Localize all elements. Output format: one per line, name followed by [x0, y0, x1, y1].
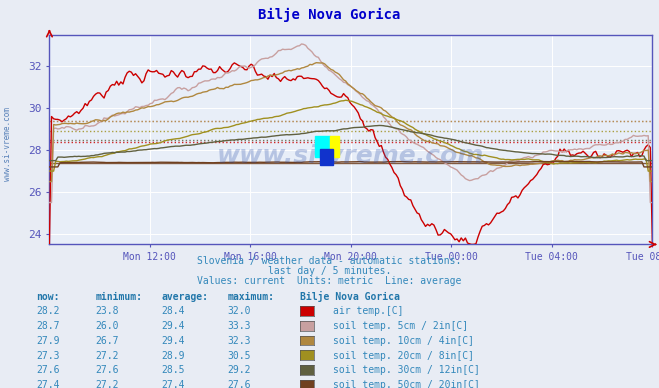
Text: soil temp. 30cm / 12in[C]: soil temp. 30cm / 12in[C] [333, 365, 480, 375]
Text: 28.2: 28.2 [36, 306, 60, 316]
Text: 33.3: 33.3 [227, 321, 251, 331]
Text: 28.9: 28.9 [161, 350, 185, 360]
Text: 27.6: 27.6 [227, 380, 251, 388]
Text: soil temp. 5cm / 2in[C]: soil temp. 5cm / 2in[C] [333, 321, 468, 331]
Text: 30.5: 30.5 [227, 350, 251, 360]
Text: Values: current  Units: metric  Line: average: Values: current Units: metric Line: aver… [197, 276, 462, 286]
Text: average:: average: [161, 291, 208, 301]
Text: 32.0: 32.0 [227, 306, 251, 316]
Text: 29.4: 29.4 [161, 336, 185, 346]
Text: soil temp. 10cm / 4in[C]: soil temp. 10cm / 4in[C] [333, 336, 474, 346]
Text: Bilje Nova Gorica: Bilje Nova Gorica [258, 8, 401, 22]
Text: Bilje Nova Gorica: Bilje Nova Gorica [300, 291, 400, 301]
Text: 27.4: 27.4 [36, 380, 60, 388]
Text: 27.9: 27.9 [36, 336, 60, 346]
Text: last day / 5 minutes.: last day / 5 minutes. [268, 265, 391, 275]
Text: www.si-vreme.com: www.si-vreme.com [3, 107, 13, 180]
Text: 27.6: 27.6 [36, 365, 60, 375]
Text: 26.0: 26.0 [96, 321, 119, 331]
Text: minimum:: minimum: [96, 291, 142, 301]
Text: 26.7: 26.7 [96, 336, 119, 346]
Text: 27.3: 27.3 [36, 350, 60, 360]
Text: 23.8: 23.8 [96, 306, 119, 316]
Text: air temp.[C]: air temp.[C] [333, 306, 403, 316]
Text: maximum:: maximum: [227, 291, 274, 301]
Text: 28.5: 28.5 [161, 365, 185, 375]
Text: 32.3: 32.3 [227, 336, 251, 346]
Text: 29.2: 29.2 [227, 365, 251, 375]
Text: soil temp. 50cm / 20in[C]: soil temp. 50cm / 20in[C] [333, 380, 480, 388]
Text: 27.6: 27.6 [96, 365, 119, 375]
Text: www.si-vreme.com: www.si-vreme.com [217, 144, 484, 168]
Text: 27.4: 27.4 [161, 380, 185, 388]
Text: soil temp. 20cm / 8in[C]: soil temp. 20cm / 8in[C] [333, 350, 474, 360]
Text: 27.2: 27.2 [96, 350, 119, 360]
Text: now:: now: [36, 291, 60, 301]
Text: 27.2: 27.2 [96, 380, 119, 388]
Text: 29.4: 29.4 [161, 321, 185, 331]
Text: 28.7: 28.7 [36, 321, 60, 331]
Text: 28.4: 28.4 [161, 306, 185, 316]
Text: Slovenia / weather data - automatic stations.: Slovenia / weather data - automatic stat… [197, 256, 462, 266]
